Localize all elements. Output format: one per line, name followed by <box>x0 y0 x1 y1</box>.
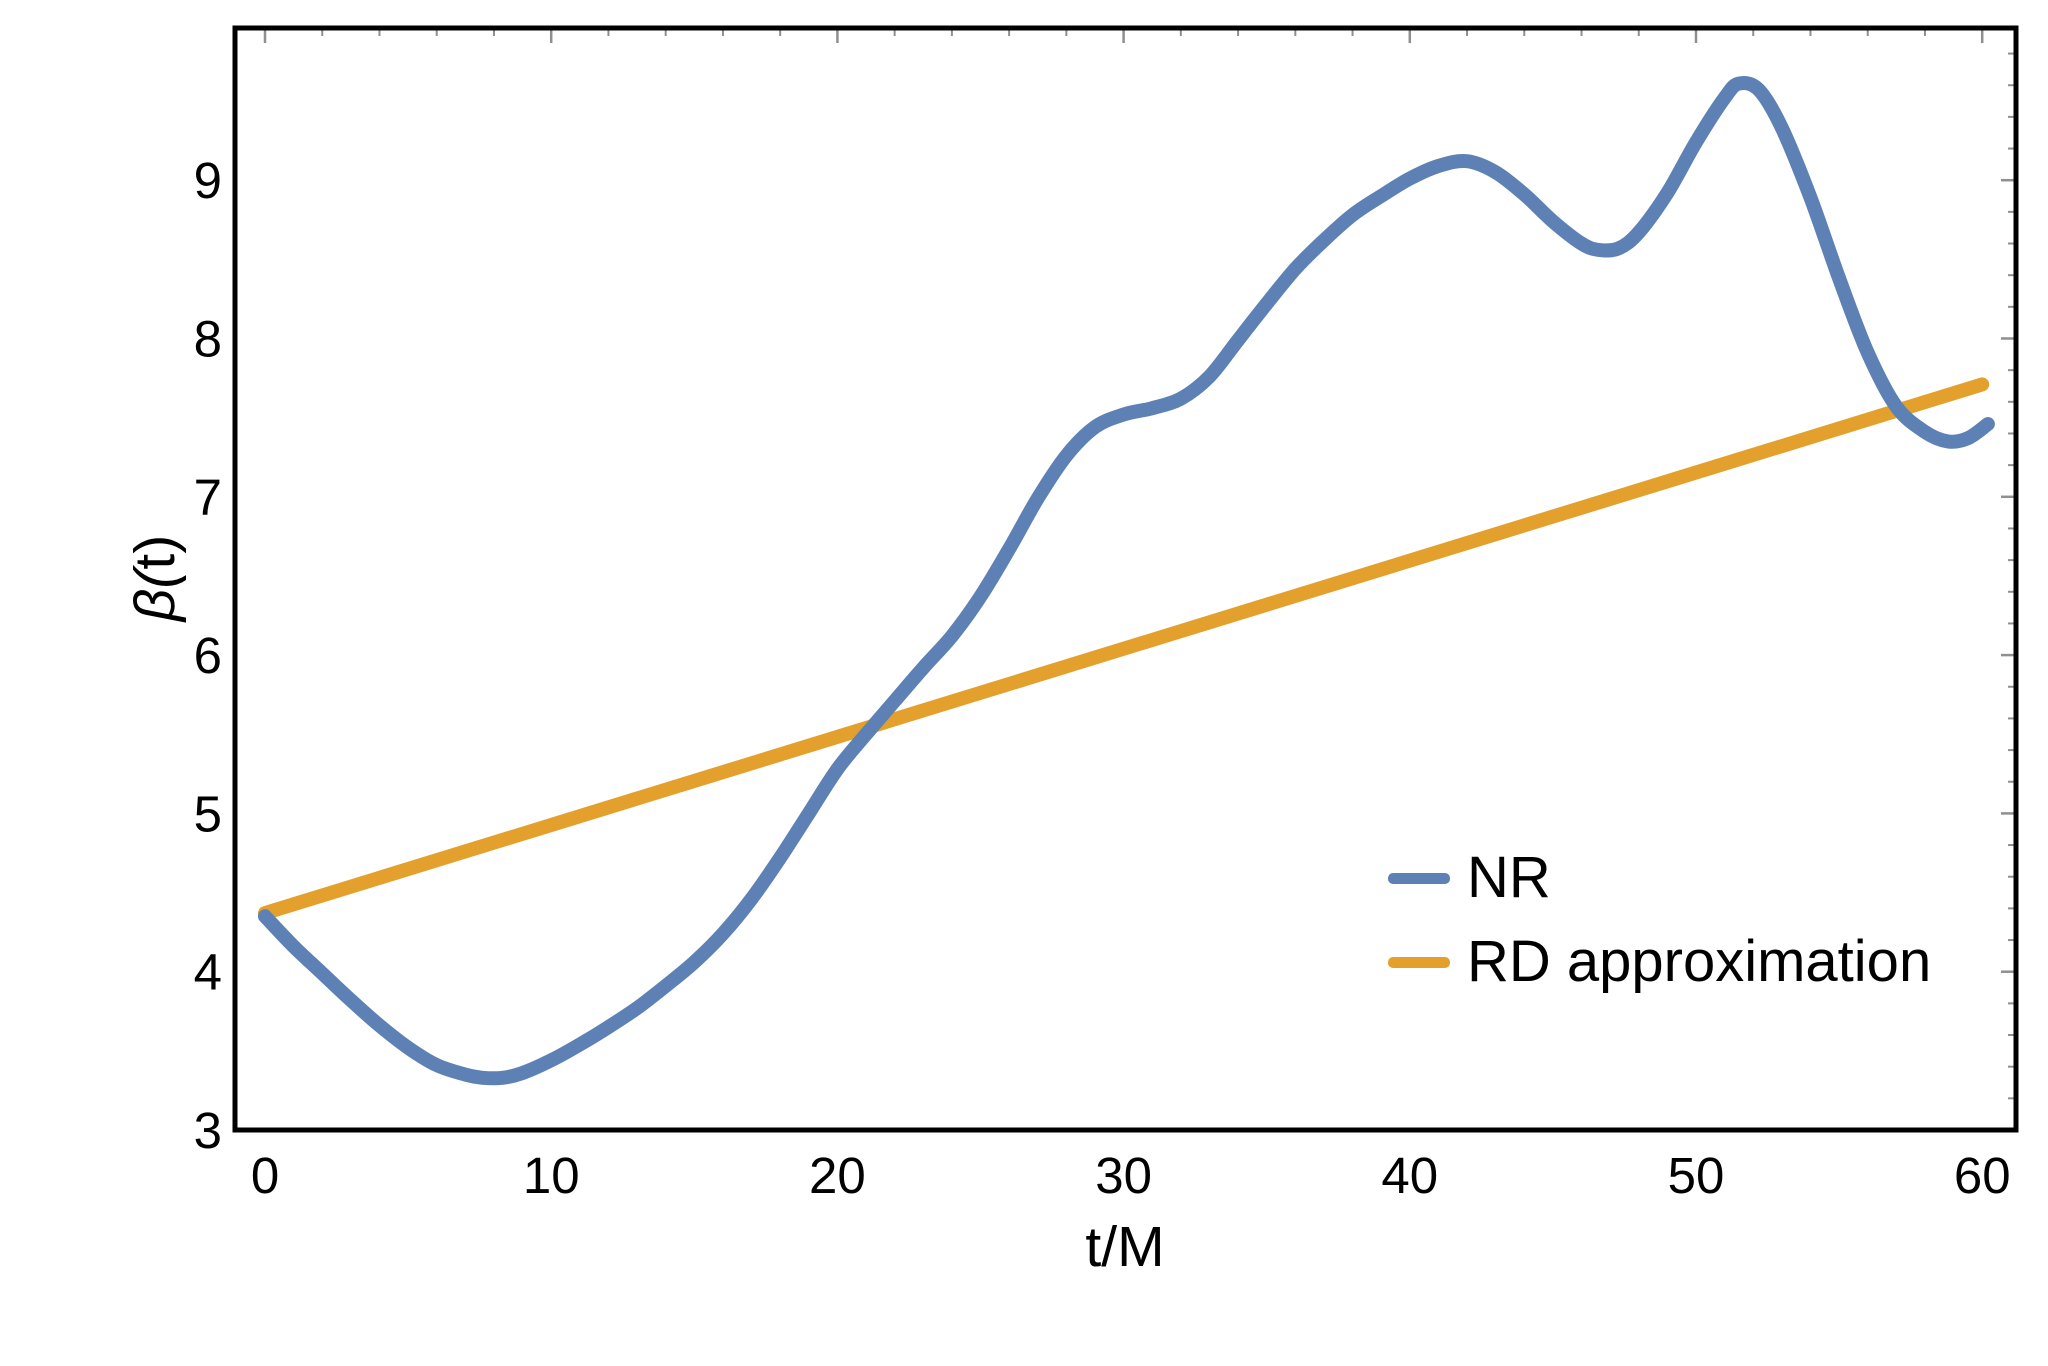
y-tick-label: 8 <box>194 311 222 368</box>
x-tick-label: 60 <box>1954 1147 2011 1204</box>
nr-line-swatch-icon <box>1388 872 1450 884</box>
legend-label-nr: NR <box>1467 845 1551 910</box>
y-tick-label: 9 <box>194 152 222 209</box>
x-tick-label: 20 <box>809 1147 866 1204</box>
y-tick-label: 4 <box>194 944 222 1001</box>
legend-item-nr: NR <box>1388 836 1931 920</box>
legend-label-rd: RD approximation <box>1467 929 1932 994</box>
nr-curve <box>258 76 1995 1086</box>
y-tick-label: 5 <box>194 785 222 842</box>
y-tick-label: 6 <box>194 627 222 684</box>
legend-item-rd: RD approximation <box>1388 920 1931 1004</box>
x-tick-label: 40 <box>1381 1147 1438 1204</box>
x-tick-label: 10 <box>523 1147 580 1204</box>
y-tick-label: 3 <box>194 1102 222 1159</box>
plot-frame <box>232 25 2019 1133</box>
x-tick-label: 50 <box>1668 1147 1725 1204</box>
x-tick-label: 0 <box>251 1147 279 1204</box>
x-tick-label: 30 <box>1095 1147 1152 1204</box>
rd-line-swatch-icon <box>1388 956 1450 968</box>
rd-approximation-line <box>258 377 1990 921</box>
y-axis-label: β(t) <box>123 534 187 622</box>
y-tick-label: 7 <box>194 469 222 526</box>
x-axis-label: t/M <box>1085 1215 1165 1279</box>
legend: NR RD approximation <box>1388 836 1931 1004</box>
